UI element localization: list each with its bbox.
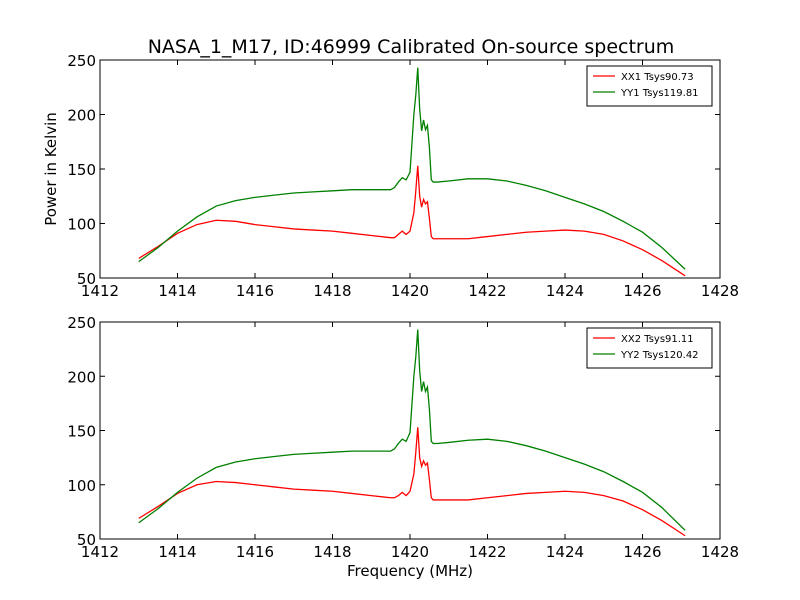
subplot-1: 1412 1414 1416 1418 1420 1422 1424 1426 1428 50 10… [67,52,739,300]
x-tick-label: 1424 [546,543,584,561]
y-tick-label: 250 [67,314,96,332]
x-tick-label: 1422 [468,543,506,561]
x-tick-label: 1418 [313,543,351,561]
x-tick-label: 1412 [81,543,119,561]
y-tick-label: 100 [67,477,96,495]
x-tick-label: 1412 [81,282,119,300]
x-tick-label: 1416 [236,543,274,561]
series-line-yy1 [138,67,686,270]
figure-title: NASA_1_M17, ID:46999 Calibrated On-sourc… [148,36,675,58]
y-tick-label: 150 [67,423,96,441]
y-tick-label: 250 [67,52,96,70]
series-line-xx1 [138,165,686,277]
x-axis-label: Frequency (MHz) [347,562,473,580]
legend-label: XX2 Tsys91.11 [621,334,694,345]
legend-label: XX1 Tsys90.73 [621,72,694,83]
x-tick-label: 1418 [313,282,351,300]
y-tick-label: 200 [67,368,96,386]
legend-label: YY2 Tsys120.42 [620,350,699,361]
x-tick-label: 1420 [391,282,429,300]
legend-box [586,65,713,107]
series-line-yy2 [138,329,686,531]
y-tick-label: 50 [77,531,96,549]
y-tick-label: 100 [67,216,96,234]
legend-label: YY1 Tsys119.81 [620,88,699,99]
x-tick-label: 1424 [546,282,584,300]
x-tick-label: 1426 [623,543,661,561]
series-line-xx2 [138,427,686,537]
subplots: 1412 1414 1416 1418 1420 1422 1424 1426 1428 50 10… [67,52,739,561]
legend: XX2 Tsys91.11 YY2 Tsys120.42 [586,327,713,369]
x-tick-label: 1422 [468,282,506,300]
x-tick-label: 1428 [701,543,739,561]
x-tick-label: 1426 [623,282,661,300]
x-tick-label: 1416 [236,282,274,300]
y-tick-label: 200 [67,107,96,125]
x-tick-label: 1414 [158,543,196,561]
x-tick-label: 1420 [391,543,429,561]
y-tick-label: 50 [77,270,96,288]
subplot-2: 1412 1414 1416 1418 1420 1422 1424 1426 1428 50 10… [67,314,739,561]
y-tick-label: 150 [67,161,96,179]
x-tick-label: 1414 [158,282,196,300]
x-tick-label: 1428 [701,282,739,300]
legend-box [586,327,713,369]
y-axis-label: Power in Kelvin [42,112,60,226]
legend: XX1 Tsys90.73 YY1 Tsys119.81 [586,65,713,107]
